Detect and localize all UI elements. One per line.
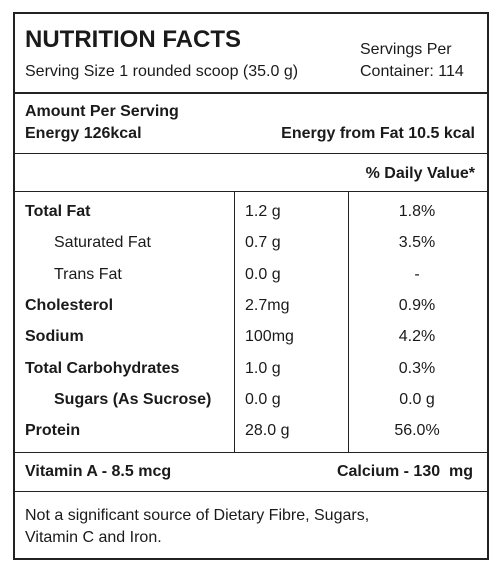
nutrient-name: Sugars (As Sucrose): [54, 390, 212, 408]
nutrient-name: Total Fat: [25, 203, 91, 220]
nutrient-amount: 2.7mg: [245, 296, 290, 314]
nutrient-name: Saturated Fat: [54, 234, 151, 252]
divider: [15, 153, 487, 154]
daily-value: 1.8%: [398, 203, 436, 220]
divider: [15, 452, 487, 453]
vitamin: Calcium - 130 mg: [336, 463, 473, 480]
amount-heading: Amount Per Serving: [25, 103, 179, 120]
nutrition-label: NUTRITION FACTS Serving Size 1 rounded s…: [13, 12, 489, 560]
nutrient-amount: 0.7 g: [245, 234, 281, 252]
nutrient-name: Trans Fat: [54, 265, 122, 283]
nutrient-name: Sodium: [25, 328, 84, 346]
daily-value: 3.5%: [398, 234, 436, 252]
daily-value: 0.9%: [398, 296, 436, 314]
nutrient-name: Total Carbohydrates: [25, 359, 180, 377]
column-line: [348, 192, 349, 452]
nutrient-name: Protein: [25, 422, 81, 440]
nutrient-amount: 100mg: [245, 328, 294, 346]
column-line: [234, 192, 235, 452]
servings: Container: 114: [360, 63, 464, 80]
daily-value: 4.2%: [398, 328, 436, 346]
nutrient-amount: 28.0 g: [245, 422, 290, 440]
divider: [15, 92, 487, 94]
nutrient-amount: 0.0 g: [245, 265, 281, 283]
daily-value-header: % Daily Value*: [365, 165, 475, 182]
divider: [15, 491, 487, 492]
daily-value: -: [414, 265, 420, 283]
energy: Energy 126kcal: [25, 125, 142, 142]
serving-size: Serving Size 1 rounded scoop (35.0 g): [25, 63, 299, 80]
nutrient-amount: 1.2 g: [245, 203, 281, 220]
footnote: Vitamin C and Iron.: [25, 529, 162, 546]
nutrient-amount: 0.0 g: [245, 390, 281, 408]
servings: Servings Per: [360, 41, 452, 58]
daily-value: 0.3%: [398, 359, 436, 377]
nutrient-amount: 1.0 g: [245, 359, 281, 377]
nutrient-name: Cholesterol: [25, 296, 114, 314]
daily-value: 0.0 g: [399, 390, 435, 408]
vitamin: Vitamin A - 8.5 mcg: [25, 463, 172, 480]
energy-from-fat: Energy from Fat 10.5 kcal: [281, 125, 475, 142]
daily-value: 56.0%: [394, 422, 440, 440]
title: NUTRITION FACTS: [25, 26, 241, 53]
footnote: Not a significant source of Dietary Fibr…: [25, 507, 370, 524]
divider: [15, 191, 487, 192]
